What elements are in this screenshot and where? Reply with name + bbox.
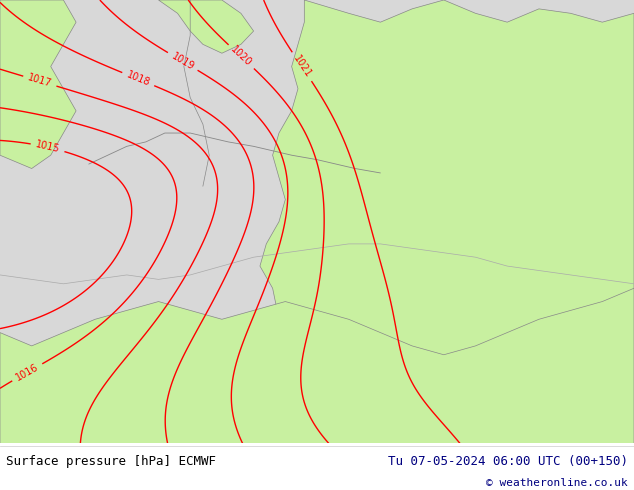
Text: 1017: 1017 xyxy=(27,73,53,90)
Text: 1020: 1020 xyxy=(229,45,254,69)
Text: 1021: 1021 xyxy=(291,54,313,80)
Text: Surface pressure [hPa] ECMWF: Surface pressure [hPa] ECMWF xyxy=(6,455,216,467)
Text: © weatheronline.co.uk: © weatheronline.co.uk xyxy=(486,478,628,488)
Text: 1019: 1019 xyxy=(170,51,196,72)
Polygon shape xyxy=(0,0,76,169)
Polygon shape xyxy=(0,288,634,443)
Text: 1016: 1016 xyxy=(14,362,41,383)
Polygon shape xyxy=(158,0,254,53)
Text: Tu 07-05-2024 06:00 UTC (00+150): Tu 07-05-2024 06:00 UTC (00+150) xyxy=(387,455,628,467)
Text: 1018: 1018 xyxy=(125,70,152,88)
Text: 1015: 1015 xyxy=(35,140,61,155)
Polygon shape xyxy=(235,0,634,443)
